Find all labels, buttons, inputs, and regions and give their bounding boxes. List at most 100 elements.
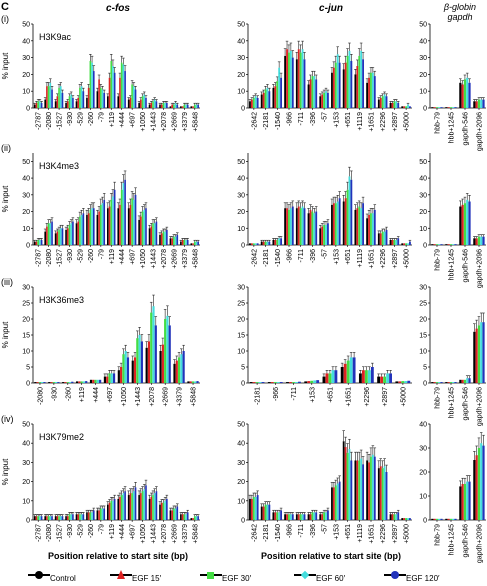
bar bbox=[383, 466, 386, 520]
y-tick-label: 30 bbox=[22, 192, 30, 199]
bar bbox=[366, 82, 369, 108]
column-title-gapdh: gapdh bbox=[447, 12, 472, 22]
x-tick-label: gapdh-546 bbox=[463, 524, 470, 558]
bar bbox=[336, 54, 339, 108]
x-tick-label: -930 bbox=[67, 524, 74, 538]
bar bbox=[260, 506, 263, 520]
bar bbox=[159, 504, 161, 520]
x-tick-label: gapdh-546 bbox=[463, 249, 470, 283]
bar bbox=[482, 322, 485, 383]
bar bbox=[155, 101, 158, 108]
bar bbox=[288, 209, 290, 245]
bar bbox=[473, 101, 476, 108]
bar bbox=[360, 50, 363, 108]
bar bbox=[280, 510, 282, 520]
x-tick-label: -1540 bbox=[275, 112, 282, 130]
bar bbox=[185, 514, 187, 520]
bar bbox=[133, 357, 137, 383]
bar bbox=[85, 381, 88, 383]
bar bbox=[286, 514, 288, 520]
y-tick-label: 10 bbox=[22, 226, 30, 233]
bar bbox=[358, 55, 361, 108]
bar bbox=[96, 510, 99, 520]
bar bbox=[321, 226, 324, 245]
bar bbox=[127, 495, 130, 520]
x-tick-label: -2181 bbox=[263, 112, 270, 130]
bar bbox=[80, 381, 83, 383]
bar bbox=[35, 516, 38, 520]
bar bbox=[182, 351, 185, 383]
bar bbox=[138, 335, 141, 383]
bar bbox=[295, 59, 298, 108]
bar bbox=[291, 57, 294, 108]
bar bbox=[475, 238, 478, 245]
y-tick-label: 0 bbox=[241, 381, 245, 388]
bar bbox=[129, 204, 132, 245]
bar bbox=[370, 72, 372, 108]
bar bbox=[91, 208, 93, 245]
x-tick-label: +2669 bbox=[163, 387, 170, 407]
bar bbox=[131, 493, 133, 520]
bar bbox=[122, 493, 125, 520]
bar bbox=[391, 514, 394, 520]
bar bbox=[379, 466, 382, 520]
bar bbox=[407, 104, 409, 108]
bar bbox=[79, 87, 81, 108]
legend-label: EGF 15′ bbox=[132, 574, 162, 583]
y-axis-label: % input bbox=[1, 52, 10, 79]
bar bbox=[55, 382, 58, 383]
bar bbox=[377, 233, 380, 245]
bar bbox=[47, 223, 50, 245]
x-tick-label: +5848 bbox=[192, 249, 199, 269]
bar bbox=[461, 379, 464, 383]
legend-item: EGF 30′ bbox=[200, 568, 251, 583]
bar bbox=[289, 208, 292, 245]
bar bbox=[310, 380, 314, 383]
x-tick-label: +444 bbox=[119, 249, 126, 265]
y-tick-label: 10 bbox=[22, 89, 30, 96]
bar bbox=[268, 241, 271, 245]
y-tick-label: 20 bbox=[237, 72, 245, 79]
x-tick-label: +2897 bbox=[392, 112, 399, 132]
bar bbox=[180, 241, 182, 245]
bar bbox=[291, 514, 294, 520]
bar bbox=[364, 370, 368, 383]
bar bbox=[112, 373, 116, 383]
bar bbox=[325, 91, 327, 108]
bar bbox=[264, 241, 267, 245]
x-tick-label: -2787 bbox=[36, 249, 43, 267]
bar bbox=[360, 458, 363, 520]
bar bbox=[183, 239, 186, 245]
bar bbox=[155, 221, 158, 245]
bar bbox=[356, 66, 359, 108]
bar bbox=[266, 504, 269, 520]
bar bbox=[342, 69, 345, 108]
bar bbox=[87, 87, 90, 108]
bar bbox=[152, 223, 154, 245]
bar bbox=[110, 199, 113, 245]
bar bbox=[77, 221, 80, 245]
bar bbox=[65, 102, 67, 108]
row-numeral: (iii) bbox=[1, 277, 13, 287]
x-tick-label: hbb+1245 bbox=[449, 387, 456, 418]
bar bbox=[447, 107, 450, 108]
x-tick-label: -2642 bbox=[251, 249, 258, 267]
bar bbox=[143, 94, 146, 108]
bar bbox=[180, 514, 182, 520]
bar bbox=[379, 233, 382, 245]
bar bbox=[101, 508, 104, 520]
bar-panel: 0 10 20 30 40 50 hbb-79 hbb+1245 gapdh-546 gapdh+… bbox=[419, 153, 486, 288]
bar bbox=[71, 381, 74, 383]
x-tick-label: +651 bbox=[345, 249, 352, 265]
legend-item: EGF 60′ bbox=[294, 568, 345, 583]
bar bbox=[166, 498, 168, 520]
bar bbox=[41, 382, 44, 383]
x-tick-label: +2078 bbox=[161, 249, 168, 269]
bar bbox=[164, 500, 166, 520]
y-tick-label: 20 bbox=[22, 72, 30, 79]
bar bbox=[101, 89, 104, 108]
bar bbox=[197, 104, 199, 108]
y-tick-label: 30 bbox=[419, 55, 427, 62]
x-tick-label: hbb+1245 bbox=[449, 524, 456, 555]
bar bbox=[70, 94, 73, 108]
